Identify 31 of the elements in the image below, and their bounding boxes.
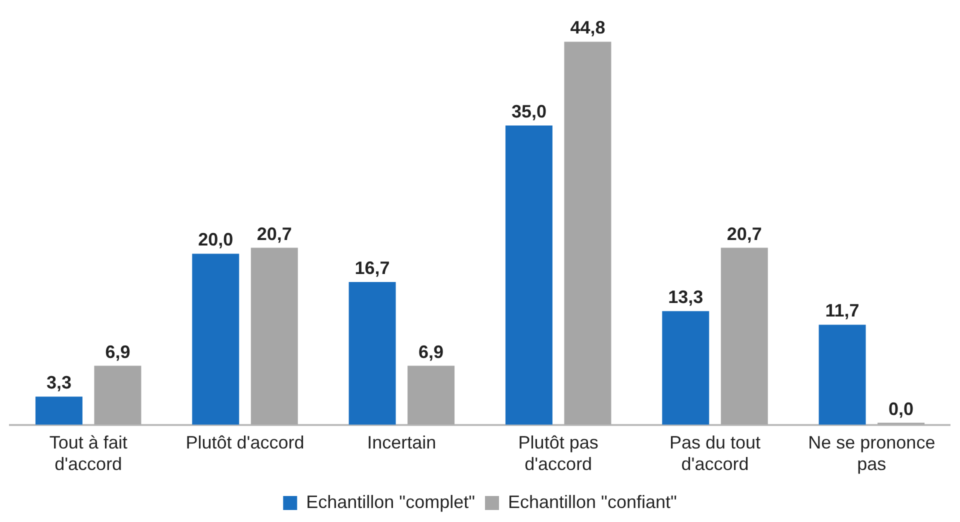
legend-label: Echantillon "confiant" — [508, 492, 677, 512]
x-tick-label: Ne se prononce pas — [808, 432, 936, 474]
bar — [505, 126, 552, 425]
x-tick-label: Plutôt pas d'accord — [518, 432, 598, 474]
x-tick-label: Plutôt d'accord — [186, 432, 304, 453]
bar — [348, 282, 396, 425]
data-label: 6,9 — [418, 342, 444, 362]
data-label: 35,0 — [511, 101, 546, 122]
data-label: 20,7 — [256, 224, 292, 244]
bar — [250, 248, 298, 425]
bar — [35, 396, 82, 425]
bar — [564, 42, 612, 425]
bar — [720, 248, 768, 425]
data-label: 6,9 — [105, 342, 130, 362]
data-label: 16,7 — [354, 258, 390, 278]
bar — [94, 366, 142, 425]
x-tick-label: Incertain — [367, 432, 436, 453]
x-tick-label: Pas du tout d'accord — [669, 432, 761, 474]
bar — [818, 324, 866, 425]
data-label: 11,7 — [825, 300, 860, 321]
data-label: 3,3 — [46, 372, 72, 393]
legend-label: Echantillon "complet" — [306, 492, 475, 512]
data-label: 13,3 — [668, 287, 704, 308]
data-label: 20,7 — [726, 224, 762, 244]
bar — [192, 254, 240, 425]
bar — [662, 311, 710, 425]
data-label: 0,0 — [888, 398, 914, 419]
bar — [408, 366, 455, 425]
x-tick-label: Tout à fait d'accord — [49, 432, 128, 474]
data-label: 20,0 — [198, 230, 234, 250]
data-label: 44,8 — [570, 18, 606, 38]
